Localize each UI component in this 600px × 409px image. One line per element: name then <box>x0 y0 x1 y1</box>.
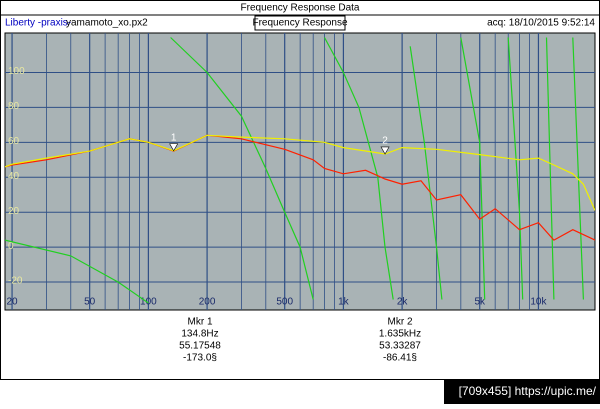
x-tick-label: 50 <box>84 297 96 308</box>
y-tick-label: 100 <box>8 66 25 77</box>
response-line <box>5 37 584 304</box>
footer-bar <box>444 380 600 404</box>
marker-label: 2 <box>382 136 388 147</box>
view-box[interactable] <box>254 15 346 31</box>
window-title: Frequency Response Data <box>241 3 360 14</box>
marker-phase: -86.41§ <box>383 353 417 364</box>
x-tick-label: 20 <box>6 297 18 308</box>
y-tick-label: 60 <box>8 136 20 147</box>
marker <box>169 143 179 152</box>
marker-level: 55.17548 <box>179 341 221 352</box>
marker-name: Mkr 2 <box>388 317 413 328</box>
marker-name: Mkr 1 <box>188 317 213 328</box>
app-name: Liberty -praxis- <box>5 18 71 29</box>
x-tick-label: 500 <box>276 297 293 308</box>
x-tick-label: 200 <box>199 297 216 308</box>
marker-label: 1 <box>171 132 177 143</box>
y-tick-label: 40 <box>8 171 20 182</box>
y-tick-label: 20 <box>8 206 20 217</box>
response-line <box>5 134 595 211</box>
marker-freq: 1.635kHz <box>379 329 421 340</box>
plot: 20 50 100 200 500 1k 2k 5k 10k -20 0 20 40 60 80 100 1 2 <box>4 32 596 311</box>
footer-text: [709x455] https://upic.me/ <box>459 384 597 398</box>
x-tick-label: 1k <box>338 297 350 308</box>
view-name[interactable]: Frequency Response <box>252 18 347 29</box>
y-tick-label: 0 <box>8 241 14 252</box>
x-tick-label: 10k <box>530 297 547 308</box>
file-name: yamamoto_xo.px2 <box>66 18 148 29</box>
acq-time: acq: 18/10/2015 9:52:14 <box>487 18 595 29</box>
y-tick-label: 80 <box>8 101 20 112</box>
marker-level: 53.33287 <box>379 341 421 352</box>
marker-freq: 134.8Hz <box>181 329 218 340</box>
marker <box>380 146 390 155</box>
marker-phase: -173.0§ <box>183 353 217 364</box>
x-tick-label: 5k <box>474 297 486 308</box>
x-tick-label: 100 <box>140 297 157 308</box>
x-tick-label: 2k <box>397 297 409 308</box>
y-tick-label: -20 <box>8 276 23 287</box>
